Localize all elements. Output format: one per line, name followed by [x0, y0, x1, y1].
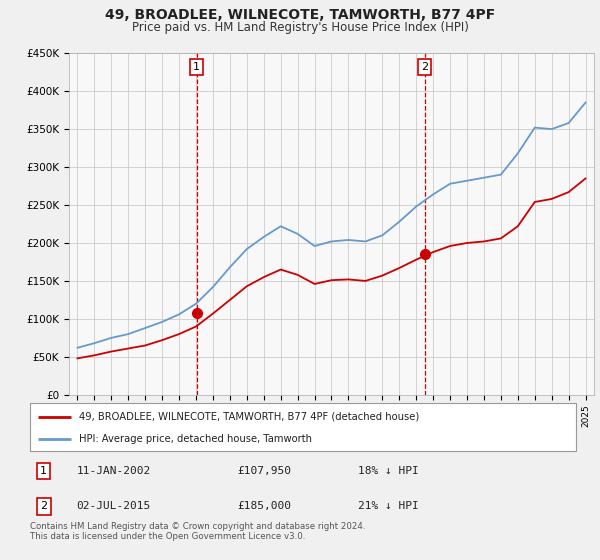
Text: Price paid vs. HM Land Registry's House Price Index (HPI): Price paid vs. HM Land Registry's House …	[131, 21, 469, 34]
Text: £185,000: £185,000	[238, 501, 292, 511]
Text: 11-JAN-2002: 11-JAN-2002	[76, 466, 151, 476]
Text: 1: 1	[193, 62, 200, 72]
Text: 2: 2	[421, 62, 428, 72]
Text: 49, BROADLEE, WILNECOTE, TAMWORTH, B77 4PF (detached house): 49, BROADLEE, WILNECOTE, TAMWORTH, B77 4…	[79, 412, 419, 422]
Text: Contains HM Land Registry data © Crown copyright and database right 2024.
This d: Contains HM Land Registry data © Crown c…	[30, 522, 365, 542]
Text: 49, BROADLEE, WILNECOTE, TAMWORTH, B77 4PF: 49, BROADLEE, WILNECOTE, TAMWORTH, B77 4…	[105, 8, 495, 22]
FancyBboxPatch shape	[30, 403, 576, 451]
Text: 02-JUL-2015: 02-JUL-2015	[76, 501, 151, 511]
Text: 2: 2	[40, 501, 47, 511]
Text: HPI: Average price, detached house, Tamworth: HPI: Average price, detached house, Tamw…	[79, 434, 312, 444]
Text: 18% ↓ HPI: 18% ↓ HPI	[358, 466, 418, 476]
Text: £107,950: £107,950	[238, 466, 292, 476]
Text: 21% ↓ HPI: 21% ↓ HPI	[358, 501, 418, 511]
Text: 1: 1	[40, 466, 47, 476]
